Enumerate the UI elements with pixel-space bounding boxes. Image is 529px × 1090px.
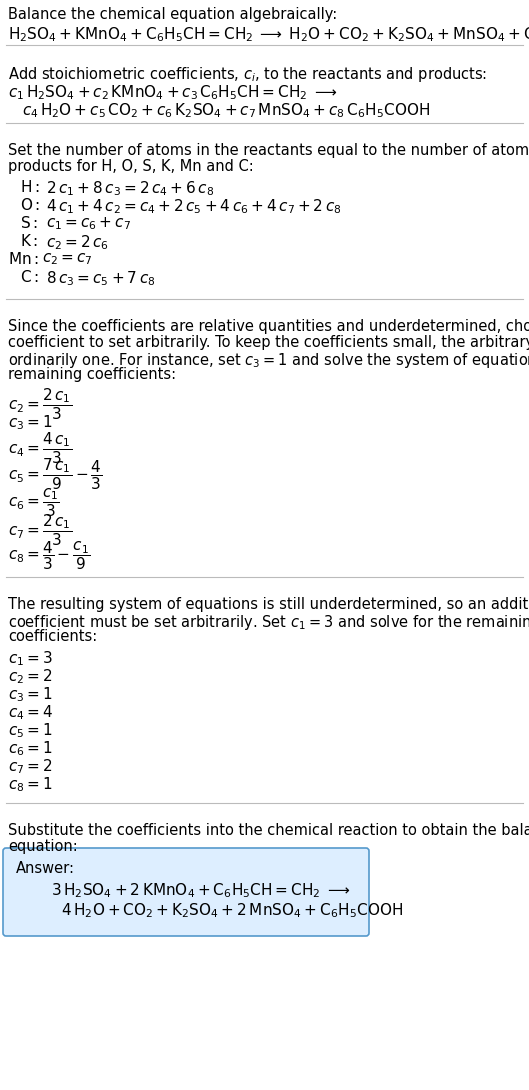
Text: $c_5 = 1$: $c_5 = 1$ <box>8 720 52 740</box>
Text: Substitute the coefficients into the chemical reaction to obtain the balanced: Substitute the coefficients into the che… <box>8 823 529 838</box>
Text: $\mathrm{Mn:}$: $\mathrm{Mn:}$ <box>8 251 39 267</box>
Text: Answer:: Answer: <box>16 861 75 876</box>
Text: Add stoichiometric coefficients, $c_i$, to the reactants and products:: Add stoichiometric coefficients, $c_i$, … <box>8 65 487 84</box>
Text: $c_8 = 1$: $c_8 = 1$ <box>8 775 52 794</box>
Text: remaining coefficients:: remaining coefficients: <box>8 367 176 382</box>
Text: $c_2 = 2$: $c_2 = 2$ <box>8 667 52 686</box>
Text: $c_4 = 4$: $c_4 = 4$ <box>8 703 53 722</box>
Text: Balance the chemical equation algebraically:: Balance the chemical equation algebraica… <box>8 7 338 22</box>
Text: $4\,c_1 + 4\,c_2 = c_4 + 2\,c_5 + 4\,c_6 + 4\,c_7 + 2\,c_8$: $4\,c_1 + 4\,c_2 = c_4 + 2\,c_5 + 4\,c_6… <box>46 197 342 216</box>
Text: ordinarily one. For instance, set $c_3 = 1$ and solve the system of equations fo: ordinarily one. For instance, set $c_3 =… <box>8 351 529 370</box>
Text: $3\, \mathrm{H_2SO_4} + 2\, \mathrm{KMnO_4} + \mathrm{C_6H_5CH{=}CH_2} \; \longr: $3\, \mathrm{H_2SO_4} + 2\, \mathrm{KMnO… <box>51 881 350 899</box>
Text: coefficients:: coefficients: <box>8 629 97 644</box>
Text: $c_2 = \dfrac{2\,c_1}{3}$: $c_2 = \dfrac{2\,c_1}{3}$ <box>8 387 72 423</box>
Text: $\mathrm{H:}$: $\mathrm{H:}$ <box>20 179 40 195</box>
Text: equation:: equation: <box>8 839 78 853</box>
Text: $\mathrm{C:}$: $\mathrm{C:}$ <box>20 269 39 284</box>
Text: $8\,c_3 = c_5 + 7\,c_8$: $8\,c_3 = c_5 + 7\,c_8$ <box>46 269 156 288</box>
Text: Since the coefficients are relative quantities and underdetermined, choose a: Since the coefficients are relative quan… <box>8 319 529 334</box>
Text: $c_7 = \dfrac{2\,c_1}{3}$: $c_7 = \dfrac{2\,c_1}{3}$ <box>8 513 72 548</box>
Text: $c_7 = 2$: $c_7 = 2$ <box>8 756 52 776</box>
Text: $c_5 = \dfrac{7\,c_1}{9} - \dfrac{4}{3}$: $c_5 = \dfrac{7\,c_1}{9} - \dfrac{4}{3}$ <box>8 457 103 493</box>
Text: Set the number of atoms in the reactants equal to the number of atoms in the: Set the number of atoms in the reactants… <box>8 143 529 158</box>
Text: $c_2 = 2\,c_6$: $c_2 = 2\,c_6$ <box>46 233 109 252</box>
Text: $c_6 = \dfrac{c_1}{3}$: $c_6 = \dfrac{c_1}{3}$ <box>8 487 60 520</box>
Text: products for H, O, S, K, Mn and C:: products for H, O, S, K, Mn and C: <box>8 159 254 174</box>
Text: $c_6 = 1$: $c_6 = 1$ <box>8 739 52 758</box>
Text: $c_1\,\mathrm{H_2SO_4} + c_2\,\mathrm{KMnO_4} + c_3\,\mathrm{C_6H_5CH{=}CH_2}\;\: $c_1\,\mathrm{H_2SO_4} + c_2\,\mathrm{KM… <box>8 83 338 101</box>
Text: $c_1 = c_6 + c_7$: $c_1 = c_6 + c_7$ <box>46 215 131 232</box>
Text: $c_1 = 3$: $c_1 = 3$ <box>8 649 53 668</box>
Text: $\mathrm{O:}$: $\mathrm{O:}$ <box>20 197 40 213</box>
Text: coefficient to set arbitrarily. To keep the coefficients small, the arbitrary va: coefficient to set arbitrarily. To keep … <box>8 335 529 350</box>
Text: $c_4 = \dfrac{4\,c_1}{3}$: $c_4 = \dfrac{4\,c_1}{3}$ <box>8 431 72 467</box>
Text: $c_2 = c_7$: $c_2 = c_7$ <box>42 251 93 267</box>
Text: $c_8 = \dfrac{4}{3} - \dfrac{c_1}{9}$: $c_8 = \dfrac{4}{3} - \dfrac{c_1}{9}$ <box>8 538 90 572</box>
Text: coefficient must be set arbitrarily. Set $c_1 = 3$ and solve for the remaining: coefficient must be set arbitrarily. Set… <box>8 613 529 632</box>
Text: $c_3 = 1$: $c_3 = 1$ <box>8 413 52 432</box>
FancyBboxPatch shape <box>3 848 369 936</box>
Text: $c_4\,\mathrm{H_2O} + c_5\,\mathrm{CO_2} + c_6\,\mathrm{K_2SO_4} + c_7\,\mathrm{: $c_4\,\mathrm{H_2O} + c_5\,\mathrm{CO_2}… <box>22 101 430 120</box>
Text: The resulting system of equations is still underdetermined, so an additional: The resulting system of equations is sti… <box>8 597 529 611</box>
Text: $c_3 = 1$: $c_3 = 1$ <box>8 685 52 704</box>
Text: $\mathrm{H_2SO_4 + KMnO_4 + C_6H_5CH{=}CH_2}$$\;\longrightarrow\;\mathrm{H_2O + : $\mathrm{H_2SO_4 + KMnO_4 + C_6H_5CH{=}C… <box>8 25 529 44</box>
Text: $\mathrm{K:}$: $\mathrm{K:}$ <box>20 233 38 249</box>
Text: $\mathrm{S:}$: $\mathrm{S:}$ <box>20 215 38 231</box>
Text: $4\, \mathrm{H_2O} + \mathrm{CO_2} + \mathrm{K_2SO_4} + 2\, \mathrm{MnSO_4} + \m: $4\, \mathrm{H_2O} + \mathrm{CO_2} + \ma… <box>61 901 403 920</box>
Text: $2\,c_1 + 8\,c_3 = 2\,c_4 + 6\,c_8$: $2\,c_1 + 8\,c_3 = 2\,c_4 + 6\,c_8$ <box>46 179 214 197</box>
